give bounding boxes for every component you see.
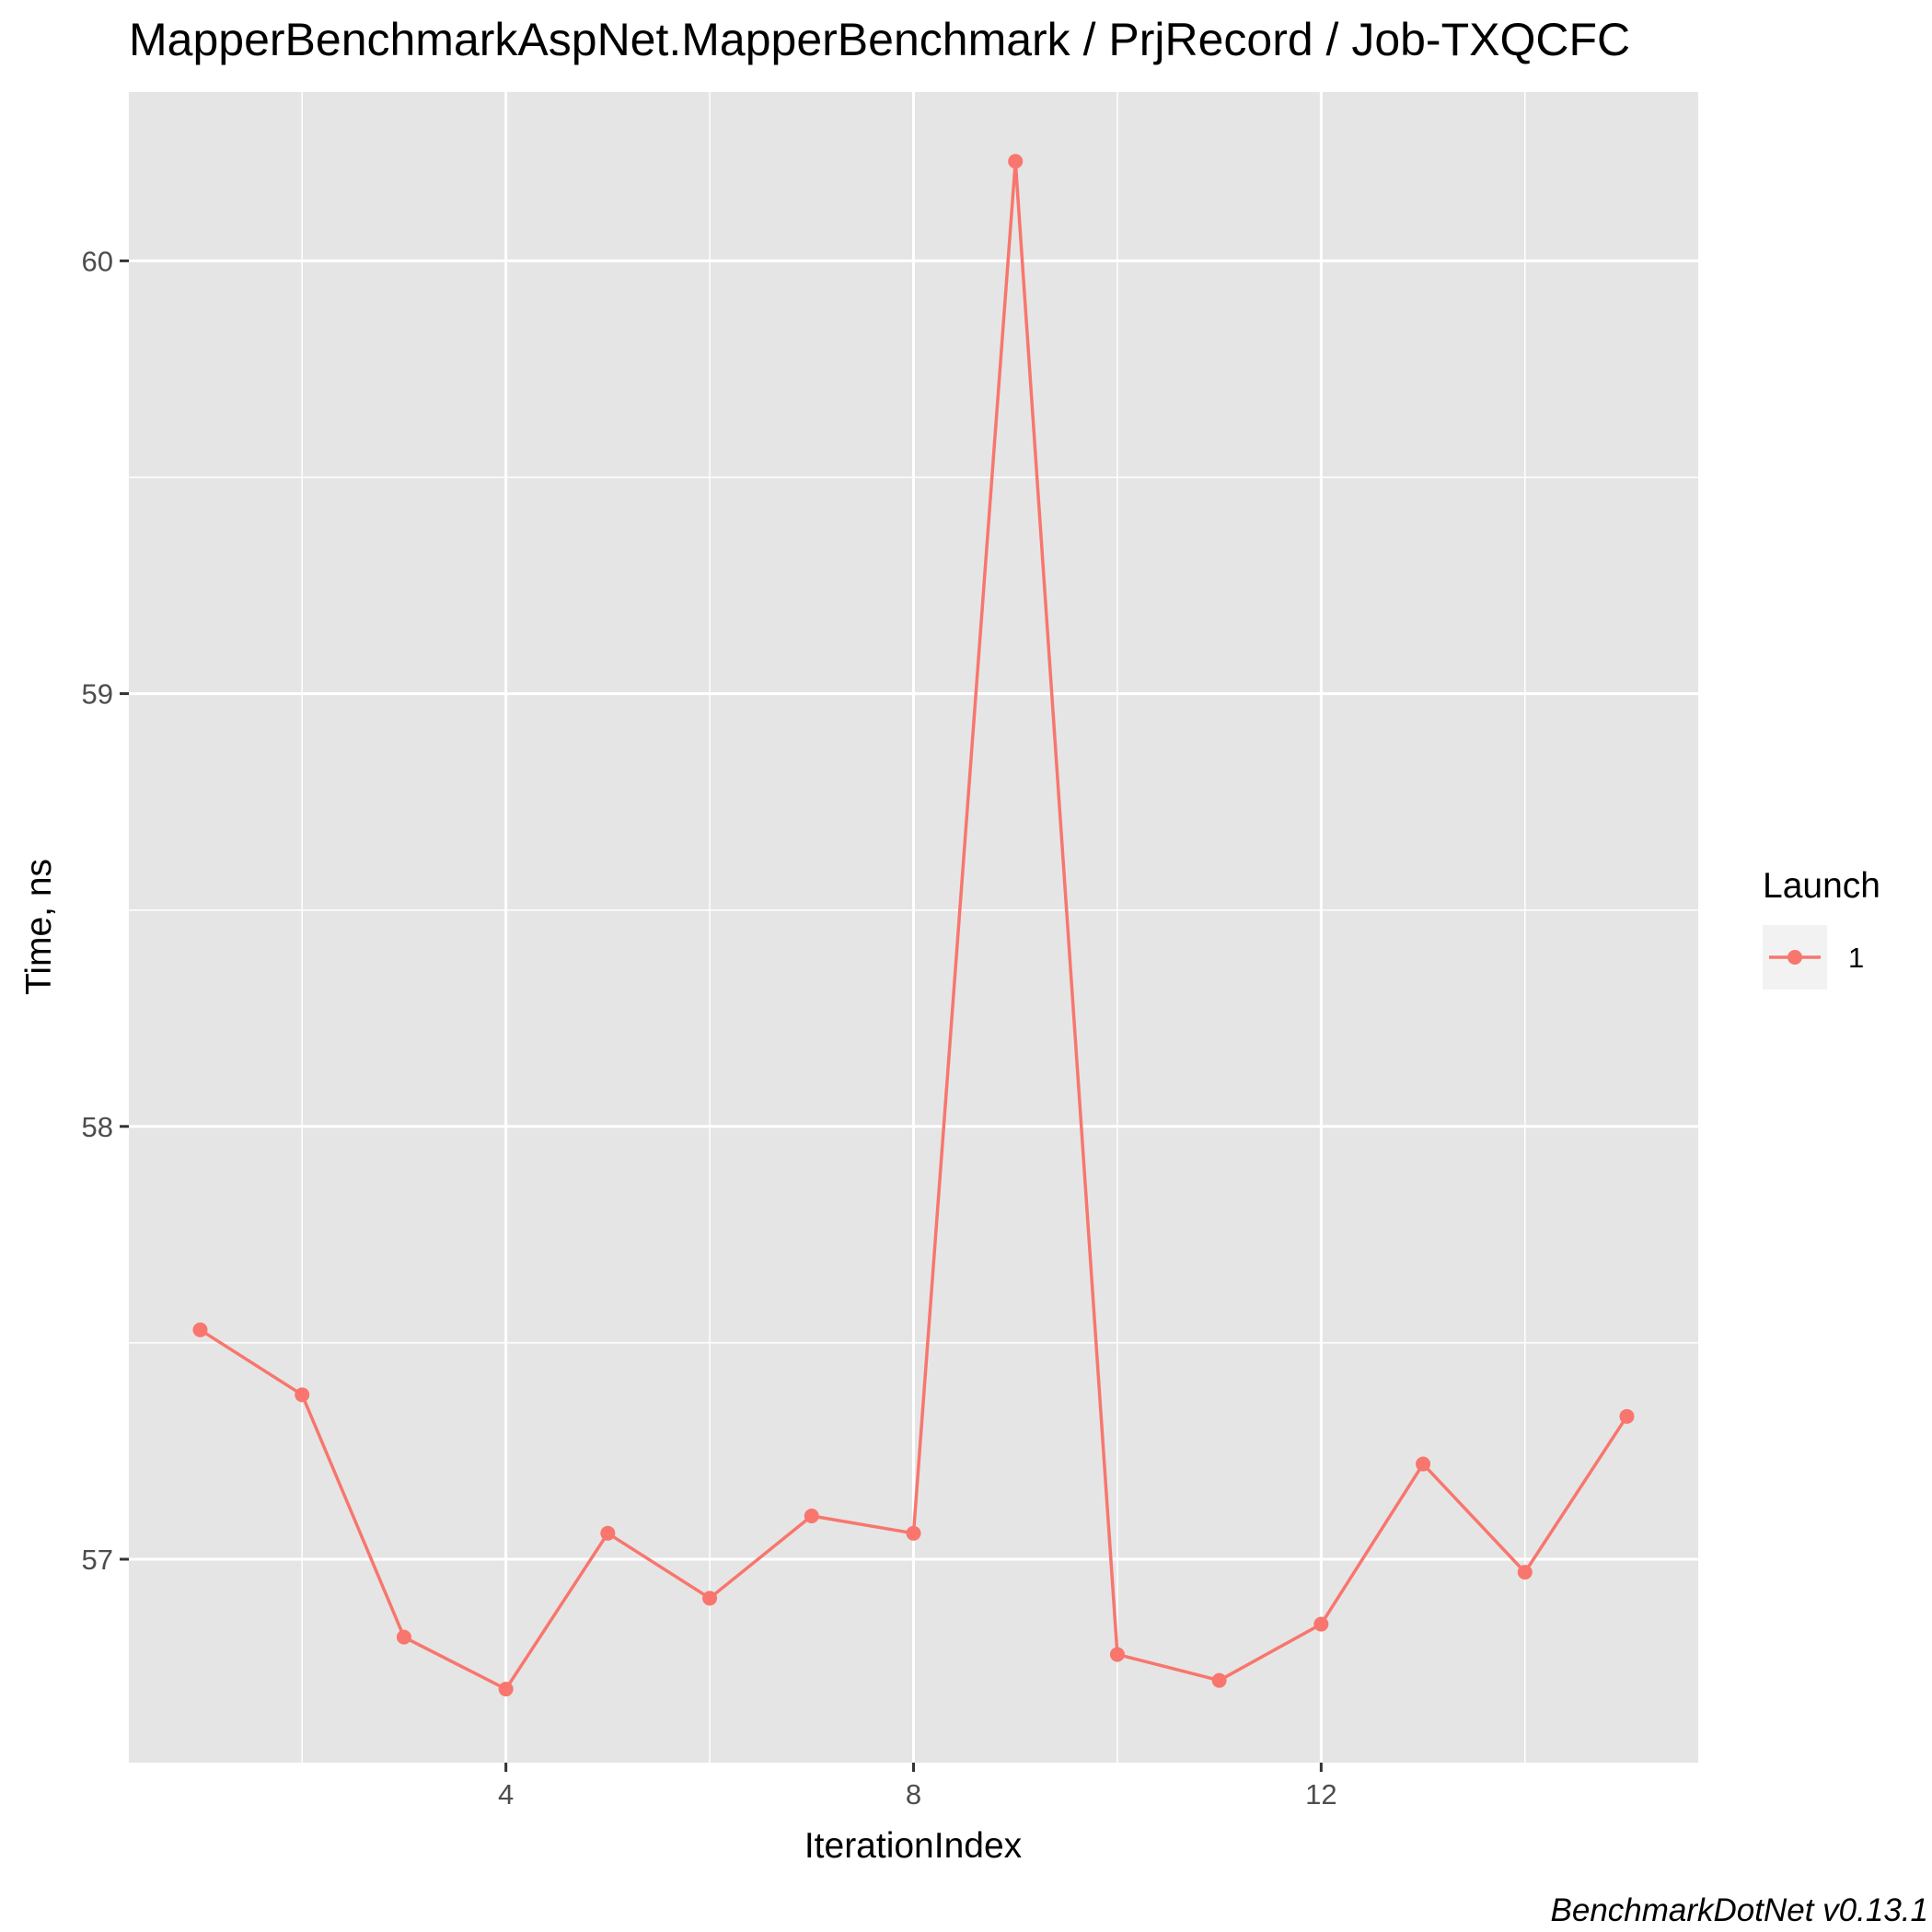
x-axis: 4 8 12 [498,1763,1337,1811]
caption: BenchmarkDotNet v0.13.1 [1551,1892,1928,1928]
y-tick-label: 60 [82,245,113,277]
legend-label: 1 [1848,942,1864,974]
data-point [1109,1647,1125,1662]
data-point [600,1525,616,1541]
data-point [295,1387,310,1403]
data-point [1619,1408,1635,1424]
series-points [192,154,1635,1697]
legend-key-point [1787,950,1802,965]
data-point [1008,154,1024,169]
x-tick-label: 12 [1305,1778,1336,1811]
chart-title: MapperBenchmarkAspNet.MapperBenchmark / … [129,14,1630,65]
y-tick-label: 57 [82,1544,113,1576]
y-tick-label: 59 [82,678,113,711]
y-tick-label: 58 [82,1111,113,1143]
data-point [396,1629,411,1645]
y-axis-title: Time, ns [19,859,59,995]
x-tick-label: 4 [498,1778,514,1811]
major-gridlines [129,92,1698,1763]
x-tick-label: 8 [906,1778,921,1811]
legend-title: Launch [1763,866,1880,906]
data-point [192,1322,208,1337]
data-point [1517,1565,1533,1580]
x-axis-title: IterationIndex [804,1826,1023,1866]
data-point [702,1591,718,1606]
data-point [1416,1456,1431,1472]
legend: Launch 1 [1763,866,1880,989]
data-point [804,1508,819,1523]
data-point [498,1682,514,1697]
data-point [906,1525,921,1541]
data-point [1211,1672,1227,1688]
data-point [1313,1616,1329,1632]
y-axis: 57 58 59 60 [82,245,129,1576]
